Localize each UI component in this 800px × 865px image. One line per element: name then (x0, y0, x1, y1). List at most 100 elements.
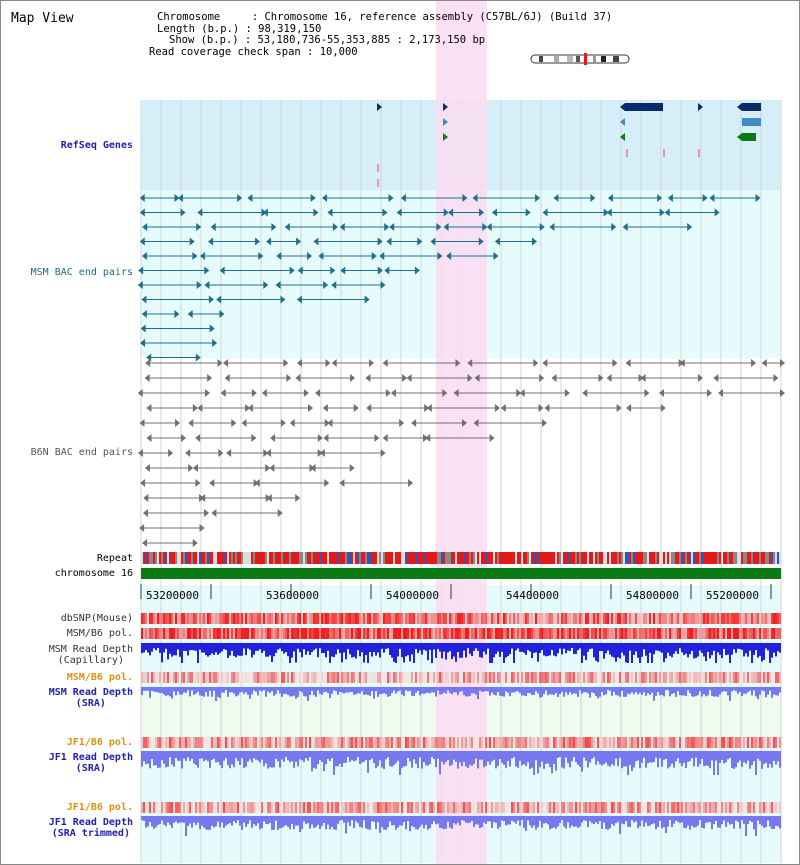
heatmap-cell (349, 737, 351, 748)
depth-bar (259, 643, 261, 650)
heatmap-cell (725, 802, 727, 813)
depth-bar (525, 687, 527, 697)
depth-bar (531, 751, 533, 768)
depth-bar (751, 816, 753, 823)
depth-bar (709, 751, 711, 769)
track-label-msm-depth-sra[interactable]: MSM Read Depth (SRA) (49, 687, 133, 709)
depth-bar (353, 751, 355, 762)
heatmap-cell (301, 628, 303, 639)
heatmap-cell (327, 802, 329, 813)
strand-arrow (737, 103, 742, 111)
heatmap-cell (621, 613, 623, 624)
depth-bar (181, 751, 183, 769)
heatmap-cell (671, 802, 673, 813)
heatmap-cell (233, 802, 235, 813)
heatmap-cell (161, 737, 163, 748)
heatmap-cell (211, 628, 213, 639)
strand-arrow (276, 252, 282, 260)
track-label-msm-pol-2[interactable]: MSM/B6 pol. (66, 672, 133, 683)
repeat-block (165, 552, 167, 564)
heatmap-cell (351, 628, 353, 639)
heatmap-cell (417, 628, 419, 639)
depth-bar (487, 816, 489, 822)
depth-bar (279, 643, 281, 649)
heatmap-cell (147, 802, 149, 813)
track-label-jf1-pol-1[interactable]: JF1/B6 pol. (66, 737, 133, 748)
track-label-b6n-bac[interactable]: B6N BAC end pairs (30, 447, 133, 458)
heatmap-cell (777, 628, 779, 639)
track-label-msm-depth-capillary[interactable]: MSM Read Depth (Capillary) (49, 644, 133, 666)
heatmap-cell (607, 802, 609, 813)
depth-bar (423, 751, 425, 763)
depth-bar (775, 687, 777, 696)
heatmap-cell (195, 613, 197, 624)
heatmap-cell (353, 737, 355, 748)
depth-bar (681, 751, 683, 767)
heatmap-cell (365, 737, 367, 748)
heatmap-cell (609, 628, 611, 639)
depth-bar (183, 816, 185, 823)
depth-bar (429, 816, 431, 829)
depth-bar (495, 687, 497, 696)
depth-bar (177, 643, 179, 650)
heatmap-cell (679, 802, 681, 813)
heatmap-cell (513, 802, 515, 813)
heatmap-cell (637, 802, 639, 813)
repeat-block (261, 552, 263, 564)
depth-bar (329, 751, 331, 761)
track-label-jf1-depth-trimmed[interactable]: JF1 Read Depth (SRA trimmed) (49, 817, 133, 839)
ideogram-band (601, 56, 606, 62)
heatmap-cell (239, 802, 241, 813)
heatmap-cell (557, 737, 559, 748)
heatmap-cell (541, 628, 543, 639)
heatmap-cell (295, 628, 297, 639)
track-label-dbsnp[interactable]: dbSNP(Mouse) (60, 613, 133, 624)
heatmap-cell (441, 613, 443, 624)
depth-bar (551, 816, 553, 829)
heatmap-cell (211, 672, 213, 683)
heatmap-cell (731, 613, 733, 624)
depth-bar (533, 816, 535, 826)
heatmap-cell (429, 672, 431, 683)
heatmap-cell (519, 737, 521, 748)
depth-bar (765, 643, 767, 649)
strand-arrow (218, 449, 224, 457)
heatmap-cell (543, 628, 545, 639)
depth-bar (559, 751, 561, 758)
track-label-repeat[interactable]: Repeat (96, 553, 133, 564)
depth-bar (141, 687, 143, 696)
depth-bar (703, 751, 705, 767)
track-label-jf1-pol-2[interactable]: JF1/B6 pol. (66, 802, 133, 813)
heatmap-cell (495, 672, 497, 683)
heatmap-cell (705, 628, 707, 639)
depth-bar (719, 687, 721, 695)
heatmap-cell (725, 628, 727, 639)
track-label-msm-bac[interactable]: MSM BAC end pairs (30, 267, 133, 278)
depth-bar (271, 687, 273, 692)
heatmap-cell (209, 613, 211, 624)
depth-bar (197, 816, 199, 823)
heatmap-cell (331, 672, 333, 683)
heatmap-cell (385, 672, 387, 683)
heatmap-cell (675, 613, 677, 624)
depth-bar (143, 816, 145, 821)
track-label-jf1-depth[interactable]: JF1 Read Depth (SRA) (49, 752, 133, 774)
depth-bar (233, 687, 235, 694)
depth-bar (209, 751, 211, 768)
track-label-chromosome[interactable]: chromosome 16 (54, 568, 133, 579)
track-label-refseq[interactable]: RefSeq Genes (60, 140, 133, 151)
heatmap-cell (579, 672, 581, 683)
strand-arrow (209, 479, 215, 487)
depth-bar (687, 816, 689, 826)
depth-bar (569, 816, 571, 828)
depth-bar (363, 816, 365, 821)
depth-bar (305, 687, 307, 697)
depth-bar (739, 816, 741, 829)
depth-bar (487, 687, 489, 692)
depth-bar (461, 687, 463, 692)
track-label-msm-pol-1[interactable]: MSM/B6 pol. (66, 628, 133, 639)
heatmap-cell (773, 737, 775, 748)
heatmap-cell (665, 802, 667, 813)
heatmap-cell (401, 628, 403, 639)
